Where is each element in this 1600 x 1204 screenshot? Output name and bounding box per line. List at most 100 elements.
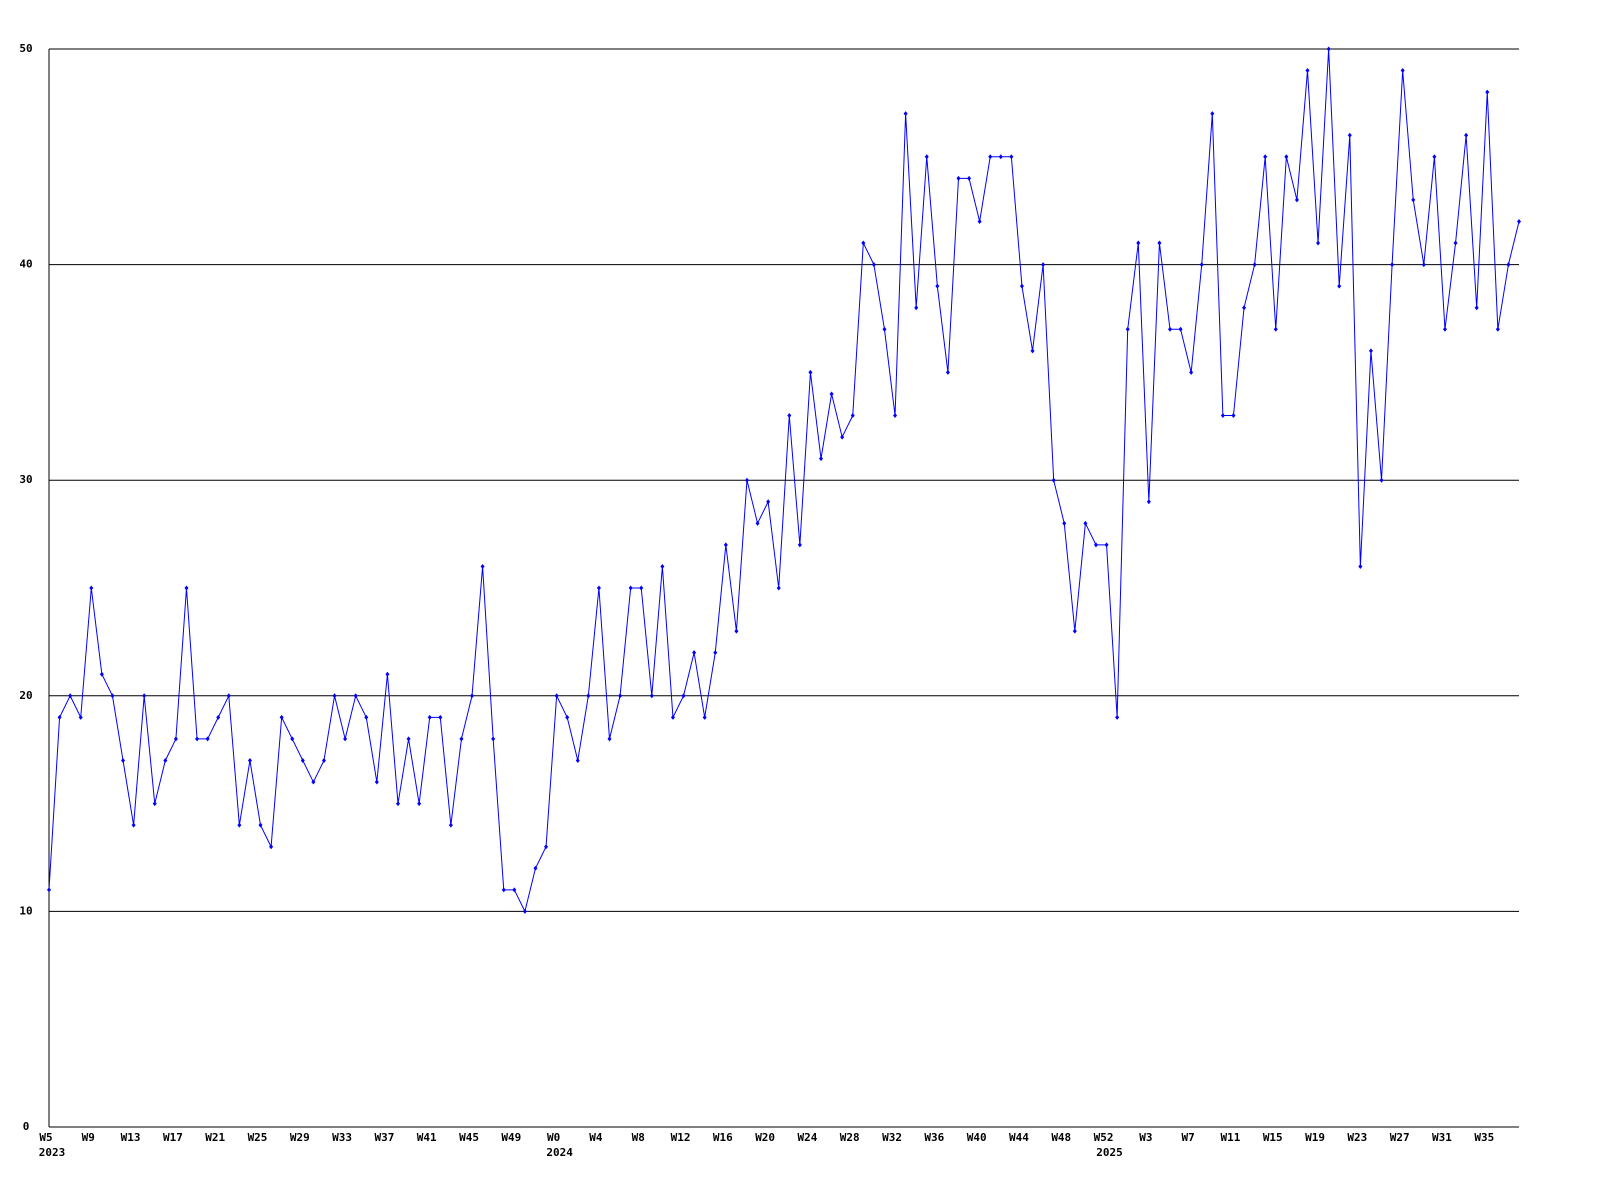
data-point [1041,262,1046,268]
data-point [1083,520,1088,526]
data-point [945,369,950,375]
data-point [1157,240,1162,246]
data-point [1337,283,1342,289]
data-point [544,844,549,850]
data-point [216,714,221,720]
data-point [1072,628,1077,634]
data-point [871,262,876,268]
data-point [1464,132,1469,138]
x-tick-label: W33 [332,1131,352,1144]
data-point [1453,240,1458,246]
data-point [903,111,908,117]
data-point [819,456,824,462]
data-point [649,693,654,699]
data-point [68,693,73,699]
data-point [1390,262,1395,268]
data-point [988,154,993,160]
x-tick-label: W13 [121,1131,141,1144]
data-point [163,757,168,763]
data-point [924,154,929,160]
data-point [554,693,559,699]
x-tick-label: W45 [459,1131,479,1144]
data-point [607,736,612,742]
data-point [723,542,728,548]
data-point [364,714,369,720]
data-point [57,714,62,720]
data-point [131,822,136,828]
x-tick-label: W48 [1051,1131,1071,1144]
data-point [702,714,707,720]
data-point [512,887,517,893]
data-point [1347,132,1352,138]
x-tick-label: W8 [632,1131,645,1144]
data-point [618,693,623,699]
data-point [89,585,94,591]
x-tick-label: W27 [1390,1131,1410,1144]
data-point [1517,218,1521,224]
data-point [1421,262,1426,268]
data-point [459,736,464,742]
data-point [1485,89,1490,95]
data-point [565,714,570,720]
data-point [1495,326,1500,332]
data-point [1115,714,1120,720]
data-point [829,391,834,397]
x-tick-label: W35 [1474,1131,1494,1144]
data-point [1411,197,1416,203]
data-point [1252,262,1257,268]
x-tick-label: W41 [417,1131,437,1144]
data-point [343,736,348,742]
data-point [78,714,83,720]
data-point [893,413,898,419]
data-point [311,779,316,785]
x-tick-label: W0 [547,1131,560,1144]
data-point [628,585,633,591]
data-point [967,175,972,181]
data-point [448,822,453,828]
data-point [1051,477,1056,483]
data-point [258,822,263,828]
data-point [1136,240,1141,246]
x-tick-label: W23 [1347,1131,1367,1144]
data-point [99,671,104,677]
data-point [1009,154,1014,160]
data-point [1168,326,1173,332]
data-point [1326,46,1331,52]
data-point [110,693,115,699]
data-point [1474,305,1479,311]
data-point [670,714,675,720]
data-line [48,48,1520,913]
data-point [470,693,475,699]
x-tick-label: W44 [1009,1131,1029,1144]
data-point [977,218,982,224]
data-point [269,844,274,850]
data-point [1400,68,1405,74]
data-point [1220,413,1225,419]
x-tick-label: W28 [840,1131,860,1144]
data-point [755,520,760,526]
data-point [1284,154,1289,160]
data-point [713,650,718,656]
data-point [1263,154,1268,160]
data-point [1379,477,1384,483]
data-point [1019,283,1024,289]
data-point [438,714,443,720]
data-point [797,542,802,548]
data-point [808,369,813,375]
data-point [1368,348,1373,354]
data-point [998,154,1003,160]
x-tick-label: W49 [501,1131,521,1144]
data-point [1199,262,1204,268]
data-point [121,757,126,763]
x-tick-label: W24 [798,1131,818,1144]
data-point [660,563,665,569]
data-point [861,240,866,246]
x-tick-label: W12 [671,1131,691,1144]
x-tick-label: W11 [1221,1131,1241,1144]
data-point [1442,326,1447,332]
data-point [279,714,284,720]
x-tick-label: W29 [290,1131,310,1144]
data-point [533,865,538,871]
data-point [1125,326,1130,332]
data-point [480,563,485,569]
